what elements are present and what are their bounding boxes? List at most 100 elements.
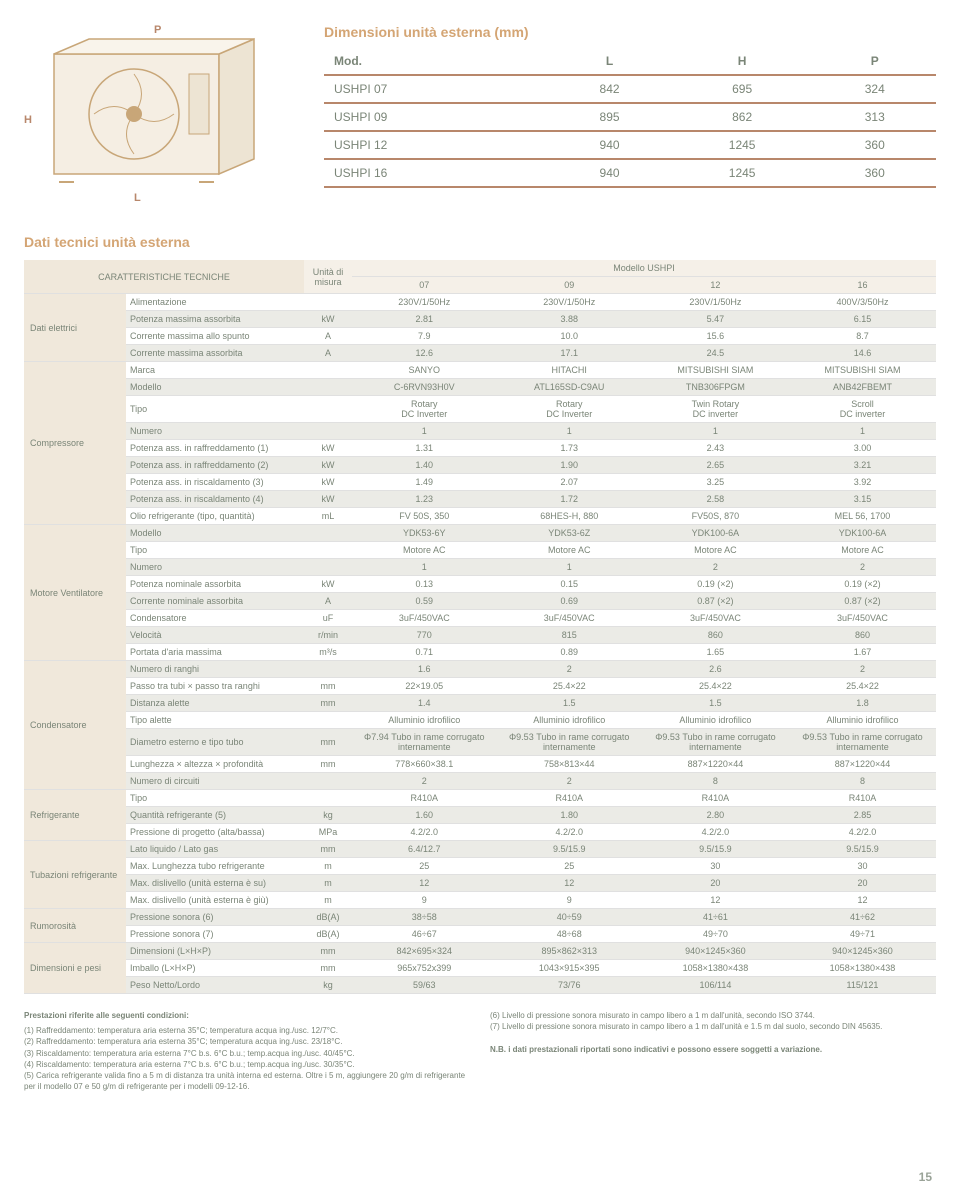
spec-unit: m (304, 858, 352, 875)
spec-unit: mm (304, 943, 352, 960)
spec-value: 4.2/2.0 (789, 824, 936, 841)
spec-value: 778×660×38.1 (352, 756, 497, 773)
dimensions-box: Dimensioni unità esterna (mm) Mod.LHP US… (324, 24, 936, 188)
spec-param: Max. dislivello (unità esterna è su) (126, 875, 304, 892)
spec-value: 30 (642, 858, 789, 875)
spec-value: 1.80 (497, 807, 642, 824)
spec-value: 842×695×324 (352, 943, 497, 960)
spec-value: 25.4×22 (497, 678, 642, 695)
footnote-line (490, 1032, 936, 1043)
spec-unit: MPa (304, 824, 352, 841)
spec-param: Lato liquido / Lato gas (126, 841, 304, 858)
spec-value: 1 (497, 423, 642, 440)
spec-value: 7.9 (352, 328, 497, 345)
spec-unit: mm (304, 678, 352, 695)
page-number: 15 (919, 1170, 932, 1184)
spec-value: 0.69 (497, 593, 642, 610)
spec-value: 1.65 (642, 644, 789, 661)
spec-value: 1 (642, 423, 789, 440)
spec-value: 1.72 (497, 491, 642, 508)
spec-value: 8.7 (789, 328, 936, 345)
spec-value: 1.40 (352, 457, 497, 474)
spec-unit: dB(A) (304, 909, 352, 926)
spec-value: 0.15 (497, 576, 642, 593)
label-H: H (24, 114, 32, 126)
spec-value: HITACHI (497, 362, 642, 379)
spec-value: 14.6 (789, 345, 936, 362)
spec-value: MEL 56, 1700 (789, 508, 936, 525)
spec-unit (304, 790, 352, 807)
spec-param: Potenza ass. in raffreddamento (2) (126, 457, 304, 474)
spec-value: 115/121 (789, 977, 936, 994)
spec-value: C-6RVN93H0V (352, 379, 497, 396)
spec-group: Tubazioni refrigerante (24, 841, 126, 909)
spec-param: Tipo alette (126, 712, 304, 729)
spec-title: Dati tecnici unità esterna (24, 234, 936, 250)
spec-unit (304, 362, 352, 379)
spec-param: Corrente massima assorbita (126, 345, 304, 362)
footnote-line: (1) Raffreddamento: temperatura aria est… (24, 1025, 470, 1036)
spec-value: 3.00 (789, 440, 936, 457)
spec-param: Quantità refrigerante (5) (126, 807, 304, 824)
spec-value: 2 (497, 773, 642, 790)
spec-value: 25 (352, 858, 497, 875)
spec-value: 2 (352, 773, 497, 790)
spec-value: 0.13 (352, 576, 497, 593)
spec-col-header: 16 (789, 277, 936, 294)
dim-cell: USHPI 07 (324, 75, 548, 103)
spec-value: ATL165SD-C9AU (497, 379, 642, 396)
spec-value: 25.4×22 (642, 678, 789, 695)
spec-value: Twin Rotary DC inverter (642, 396, 789, 423)
spec-unit: dB(A) (304, 926, 352, 943)
dim-header: H (671, 48, 814, 75)
spec-header-caratt: CARATTERISTICHE TECNICHE (24, 260, 304, 294)
spec-value: 1.4 (352, 695, 497, 712)
dim-header: Mod. (324, 48, 548, 75)
spec-value: 1.23 (352, 491, 497, 508)
spec-param: Numero di circuiti (126, 773, 304, 790)
spec-value: 1.49 (352, 474, 497, 491)
spec-value: 41÷61 (642, 909, 789, 926)
spec-value: 2.80 (642, 807, 789, 824)
spec-param: Passo tra tubi × passo tra ranghi (126, 678, 304, 695)
spec-value: 2 (642, 559, 789, 576)
spec-value: 3uF/450VAC (497, 610, 642, 627)
spec-value: R410A (497, 790, 642, 807)
spec-value: Alluminio idrofilico (789, 712, 936, 729)
spec-param: Peso Netto/Lordo (126, 977, 304, 994)
spec-value: 3uF/450VAC (789, 610, 936, 627)
spec-unit: kW (304, 491, 352, 508)
spec-value: 49÷71 (789, 926, 936, 943)
unit-svg (24, 24, 284, 204)
spec-value: 4.2/2.0 (497, 824, 642, 841)
spec-value: 0.19 (×2) (642, 576, 789, 593)
spec-value: 22×19.05 (352, 678, 497, 695)
spec-value: 106/114 (642, 977, 789, 994)
unit-illustration: P H L (24, 24, 284, 204)
spec-value: 2.58 (642, 491, 789, 508)
dim-cell: 313 (814, 103, 936, 131)
spec-param: Potenza ass. in riscaldamento (4) (126, 491, 304, 508)
spec-param: Potenza massima assorbita (126, 311, 304, 328)
spec-group: Refrigerante (24, 790, 126, 841)
footnotes: Prestazioni riferite alle seguenti condi… (24, 1010, 936, 1092)
spec-value: 0.87 (×2) (789, 593, 936, 610)
spec-value: SANYO (352, 362, 497, 379)
spec-value: 1.73 (497, 440, 642, 457)
spec-value: 12 (497, 875, 642, 892)
spec-param: Velocità (126, 627, 304, 644)
spec-unit: mL (304, 508, 352, 525)
dim-cell: USHPI 09 (324, 103, 548, 131)
spec-value: 1.5 (497, 695, 642, 712)
footnote-line: (5) Carica refrigerante valida fino a 5 … (24, 1070, 470, 1092)
footnotes-right: (6) Livello di pressione sonora misurato… (490, 1010, 936, 1092)
spec-value: 41÷62 (789, 909, 936, 926)
top-section: P H L Dimensioni unità esterna (mm) Mod.… (24, 24, 936, 204)
spec-value: 230V/1/50Hz (642, 294, 789, 311)
spec-unit: A (304, 328, 352, 345)
spec-param: Distanza alette (126, 695, 304, 712)
spec-param: Imballo (L×H×P) (126, 960, 304, 977)
spec-value: 30 (789, 858, 936, 875)
spec-value: 0.89 (497, 644, 642, 661)
spec-value: 4.2/2.0 (642, 824, 789, 841)
